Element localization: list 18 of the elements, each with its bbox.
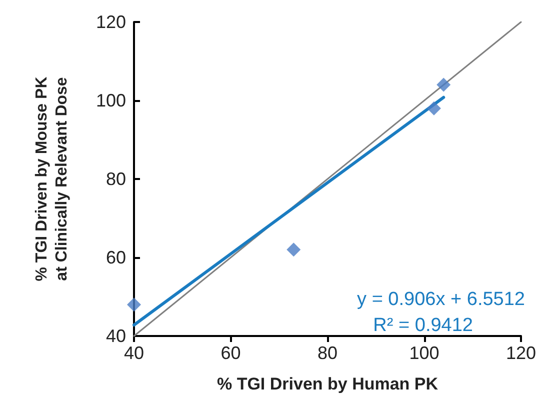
x-tick-label: 60 — [220, 343, 241, 363]
point — [286, 242, 301, 257]
y-tick-label: 40 — [106, 326, 126, 346]
annotation: y = 0.906x + 6.5512 — [357, 289, 525, 310]
point — [127, 298, 141, 312]
annotation: R² = 0.9412 — [373, 315, 474, 336]
point — [426, 101, 441, 116]
y-tick-label: 80 — [106, 169, 126, 189]
y-tick-label: 120 — [96, 12, 126, 32]
y-axis-title: % TGI Driven by Mouse PK at Clinically Relevant Dose — [34, 76, 70, 282]
x-tick-label: 100 — [409, 343, 440, 363]
y-tick-label: 60 — [106, 248, 126, 268]
point — [436, 78, 451, 92]
x-axis-title: % TGI Driven by Human PK — [216, 374, 439, 394]
x-tick-label: 40 — [124, 343, 144, 363]
y-tick-label: 100 — [96, 90, 126, 110]
x-tick-label: 80 — [317, 343, 338, 363]
x-tick-label: 120 — [506, 343, 536, 363]
